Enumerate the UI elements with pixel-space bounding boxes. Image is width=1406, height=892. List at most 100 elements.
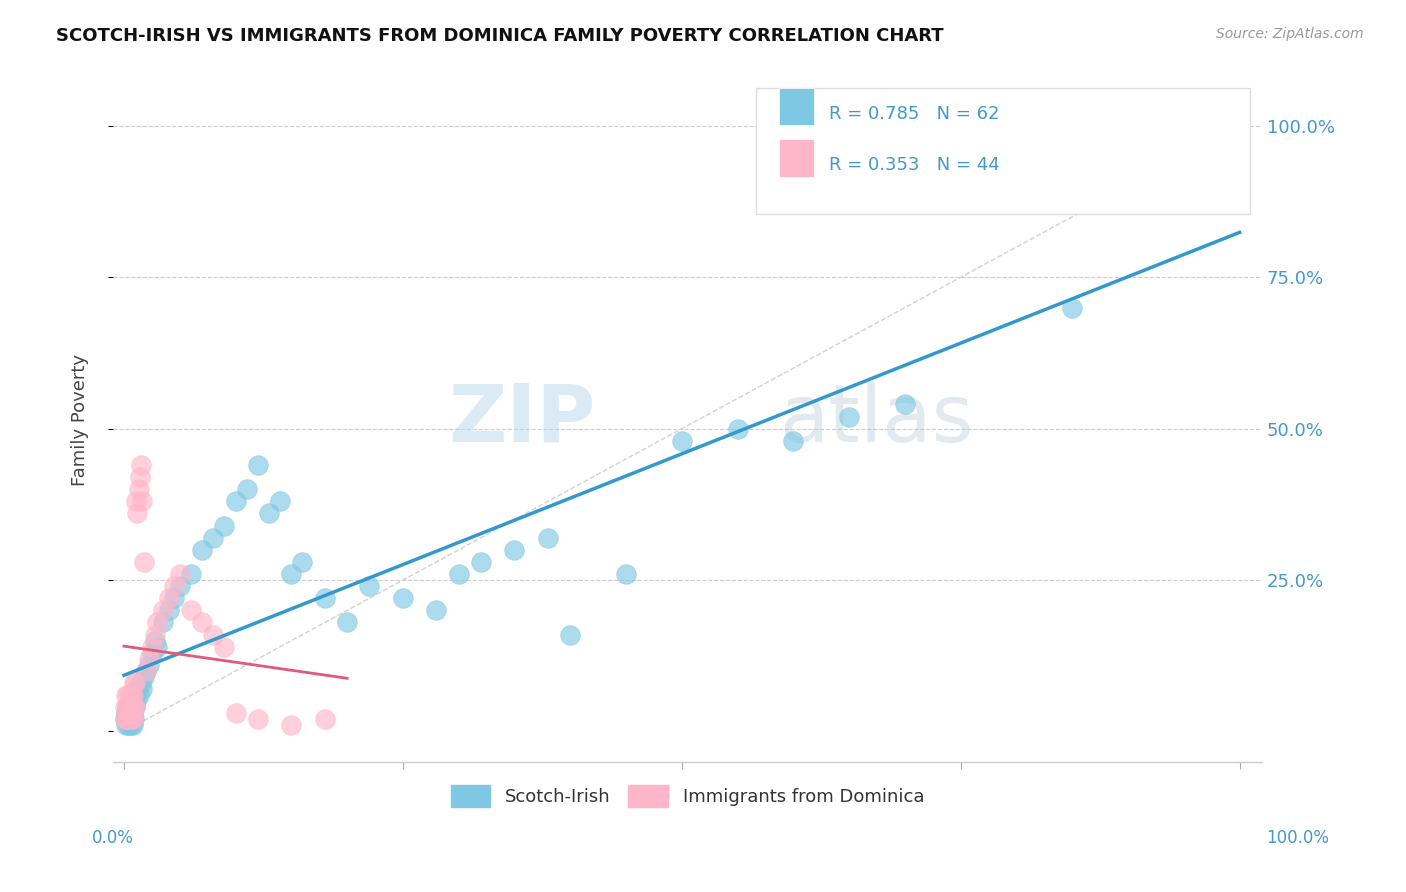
Point bbox=[129, 676, 152, 690]
Text: 0.0%: 0.0% bbox=[91, 829, 134, 847]
Point bbox=[314, 591, 336, 606]
Point bbox=[114, 700, 136, 714]
Point bbox=[117, 700, 139, 714]
Point bbox=[141, 646, 163, 660]
Y-axis label: Family Poverty: Family Poverty bbox=[72, 353, 89, 485]
Point bbox=[117, 718, 139, 732]
Text: ZIP: ZIP bbox=[449, 381, 596, 458]
Point bbox=[169, 579, 191, 593]
Point bbox=[246, 712, 269, 726]
Point bbox=[122, 688, 145, 702]
Point bbox=[180, 567, 202, 582]
Point bbox=[214, 518, 236, 533]
Point bbox=[122, 718, 145, 732]
Point bbox=[392, 591, 415, 606]
Point bbox=[163, 579, 186, 593]
Point bbox=[141, 640, 163, 654]
Point bbox=[257, 507, 280, 521]
Point bbox=[124, 700, 146, 714]
Point bbox=[614, 567, 637, 582]
Point bbox=[128, 470, 150, 484]
Point bbox=[120, 688, 142, 702]
Text: 100.0%: 100.0% bbox=[1265, 829, 1329, 847]
Point bbox=[120, 706, 142, 721]
Point bbox=[120, 718, 142, 732]
Point bbox=[131, 494, 153, 508]
Point bbox=[117, 700, 139, 714]
Point bbox=[214, 640, 236, 654]
Point bbox=[447, 567, 470, 582]
Point bbox=[122, 676, 145, 690]
Point bbox=[246, 458, 269, 472]
Point bbox=[135, 664, 157, 678]
Point bbox=[314, 712, 336, 726]
Point bbox=[122, 700, 145, 714]
Point bbox=[152, 603, 174, 617]
Point bbox=[115, 706, 138, 721]
Point bbox=[138, 657, 160, 672]
Bar bbox=[779, 87, 814, 126]
Point bbox=[117, 712, 139, 726]
Point bbox=[157, 591, 180, 606]
Point bbox=[359, 579, 381, 593]
Point bbox=[180, 603, 202, 617]
Point bbox=[838, 409, 860, 424]
Point bbox=[124, 700, 146, 714]
Point bbox=[128, 482, 150, 496]
Point bbox=[118, 712, 141, 726]
Point bbox=[125, 494, 148, 508]
Point bbox=[121, 712, 143, 726]
Point bbox=[425, 603, 447, 617]
Point bbox=[115, 718, 138, 732]
Point bbox=[121, 700, 143, 714]
Point bbox=[114, 712, 136, 726]
Point bbox=[143, 627, 166, 641]
Point bbox=[115, 688, 138, 702]
Point bbox=[129, 458, 152, 472]
Point bbox=[169, 567, 191, 582]
Point bbox=[727, 422, 749, 436]
Point bbox=[202, 627, 225, 641]
Text: atlas: atlas bbox=[779, 381, 974, 458]
Point bbox=[146, 640, 169, 654]
Point bbox=[291, 555, 314, 569]
Point bbox=[132, 670, 155, 684]
Bar bbox=[779, 139, 814, 177]
Point bbox=[138, 652, 160, 666]
Point bbox=[120, 712, 142, 726]
Point bbox=[125, 694, 148, 708]
Point bbox=[146, 615, 169, 630]
Point bbox=[202, 531, 225, 545]
Point bbox=[128, 688, 150, 702]
Point bbox=[124, 688, 146, 702]
Point bbox=[118, 700, 141, 714]
Point bbox=[117, 712, 139, 726]
Point bbox=[143, 633, 166, 648]
Point bbox=[118, 712, 141, 726]
Point bbox=[225, 706, 247, 721]
Point bbox=[152, 615, 174, 630]
Text: R = 0.785   N = 62: R = 0.785 N = 62 bbox=[828, 105, 1000, 123]
Point bbox=[671, 434, 693, 448]
Point bbox=[336, 615, 359, 630]
Point bbox=[135, 664, 157, 678]
Point bbox=[537, 531, 560, 545]
Point bbox=[122, 706, 145, 721]
Point bbox=[117, 706, 139, 721]
Point bbox=[157, 603, 180, 617]
Point bbox=[894, 397, 917, 411]
Point bbox=[1195, 119, 1218, 133]
FancyBboxPatch shape bbox=[756, 87, 1250, 214]
Point bbox=[121, 700, 143, 714]
Point bbox=[782, 434, 804, 448]
Point bbox=[225, 494, 247, 508]
Point bbox=[269, 494, 291, 508]
Text: SCOTCH-IRISH VS IMMIGRANTS FROM DOMINICA FAMILY POVERTY CORRELATION CHART: SCOTCH-IRISH VS IMMIGRANTS FROM DOMINICA… bbox=[56, 27, 943, 45]
Text: Source: ZipAtlas.com: Source: ZipAtlas.com bbox=[1216, 27, 1364, 41]
Point bbox=[131, 682, 153, 697]
Point bbox=[121, 712, 143, 726]
Point bbox=[1062, 301, 1084, 315]
Point bbox=[191, 615, 214, 630]
Point bbox=[117, 688, 139, 702]
Point bbox=[503, 542, 526, 557]
